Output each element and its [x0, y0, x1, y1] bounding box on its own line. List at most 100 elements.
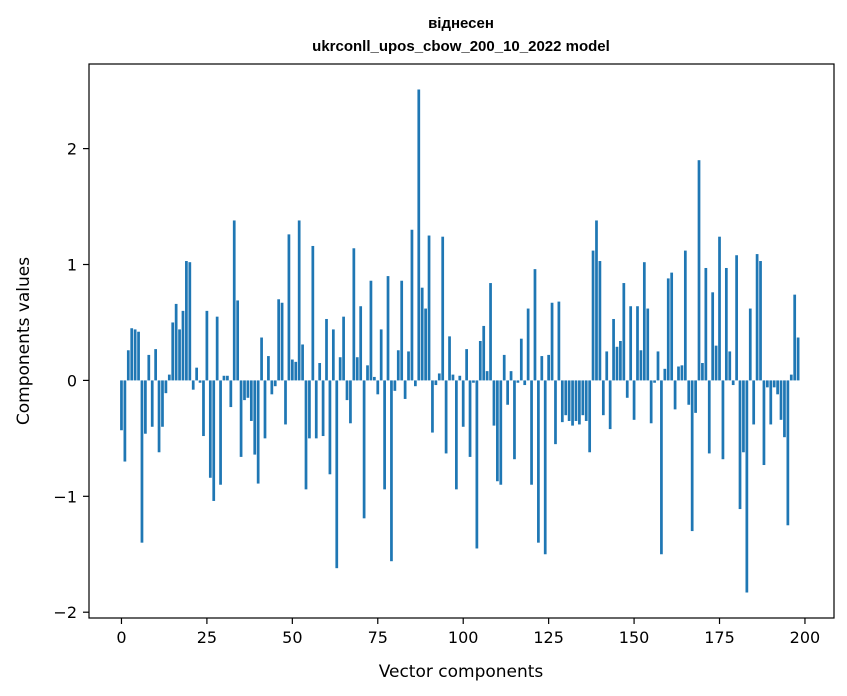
bar	[687, 380, 691, 405]
bar	[403, 380, 407, 399]
bar	[567, 380, 571, 421]
bar	[352, 248, 356, 381]
bar	[608, 380, 612, 430]
x-tick-label: 175	[704, 628, 735, 647]
bar	[379, 329, 383, 381]
bar	[595, 220, 598, 381]
bar	[321, 380, 325, 437]
bar	[783, 380, 786, 438]
bar	[195, 367, 199, 381]
bar	[622, 283, 626, 381]
y-tick-label: 2	[67, 140, 77, 159]
bar	[516, 380, 520, 383]
bar	[499, 380, 503, 485]
bar	[663, 368, 667, 381]
bar	[673, 380, 677, 410]
bar	[297, 220, 301, 381]
bar	[229, 380, 233, 408]
bar	[694, 380, 697, 413]
bar	[789, 374, 793, 381]
bar	[202, 380, 205, 437]
bar	[253, 380, 257, 455]
bar	[154, 349, 157, 381]
chart-title: віднесен	[428, 15, 494, 32]
bar	[338, 357, 342, 381]
bar	[174, 303, 178, 381]
bar	[560, 380, 564, 423]
bar	[400, 280, 404, 381]
bar	[424, 308, 427, 381]
y-tick-label: 0	[67, 371, 77, 390]
bar	[325, 318, 328, 381]
bar	[390, 380, 393, 562]
y-tick-label: −1	[53, 487, 77, 506]
bar	[239, 380, 243, 457]
bar	[550, 302, 554, 381]
bar	[126, 350, 130, 381]
bar	[765, 380, 769, 388]
bar	[157, 380, 161, 453]
bar	[581, 380, 585, 416]
bar	[718, 236, 721, 381]
y-tick-label: 1	[67, 256, 77, 275]
bar	[677, 366, 680, 381]
bar	[260, 337, 263, 381]
bar	[724, 267, 728, 381]
bar	[571, 380, 574, 426]
bar	[619, 341, 622, 381]
bar	[284, 380, 287, 425]
bar	[519, 338, 523, 381]
bar	[598, 261, 602, 381]
bar	[144, 380, 147, 434]
bar	[639, 350, 643, 381]
bar	[188, 262, 192, 381]
bar	[311, 245, 315, 381]
x-tick-label: 100	[448, 628, 479, 647]
bar	[461, 380, 465, 427]
bar	[605, 351, 609, 381]
bar	[249, 380, 253, 421]
plot-frame	[88, 63, 835, 619]
bar	[742, 380, 745, 453]
bar	[735, 255, 738, 381]
bar	[308, 380, 311, 439]
bar	[472, 380, 475, 383]
bar	[150, 380, 154, 427]
bar	[478, 341, 482, 381]
bar	[728, 351, 732, 381]
bar	[198, 380, 202, 383]
bar	[506, 380, 509, 405]
bar	[243, 380, 246, 401]
bar	[588, 380, 592, 453]
x-tick-label: 200	[790, 628, 821, 647]
bar	[431, 380, 434, 433]
x-tick-label: 125	[533, 628, 564, 647]
bar	[554, 380, 557, 445]
bar	[769, 380, 773, 425]
x-axis-label: Vector components	[379, 662, 544, 682]
bar	[314, 380, 318, 439]
x-tick-label: 0	[116, 628, 126, 647]
bar	[383, 380, 386, 490]
bar	[745, 380, 749, 593]
bar	[523, 380, 527, 386]
bar	[714, 345, 718, 381]
bar	[161, 380, 164, 427]
bar	[547, 354, 551, 381]
bar	[226, 375, 229, 381]
bar	[267, 356, 270, 381]
bar	[660, 380, 663, 555]
bar	[574, 380, 578, 421]
bar	[417, 89, 421, 381]
bar	[533, 269, 537, 381]
x-axis-ticks: 0 25 50 75 100 125 150 175 200	[116, 618, 820, 647]
bar	[701, 363, 704, 381]
bar	[205, 310, 209, 381]
bar	[232, 220, 236, 381]
bar	[492, 380, 496, 426]
bar	[496, 380, 499, 482]
bar	[294, 361, 298, 381]
bar	[564, 380, 568, 416]
bar	[489, 283, 492, 381]
bar	[304, 380, 308, 490]
